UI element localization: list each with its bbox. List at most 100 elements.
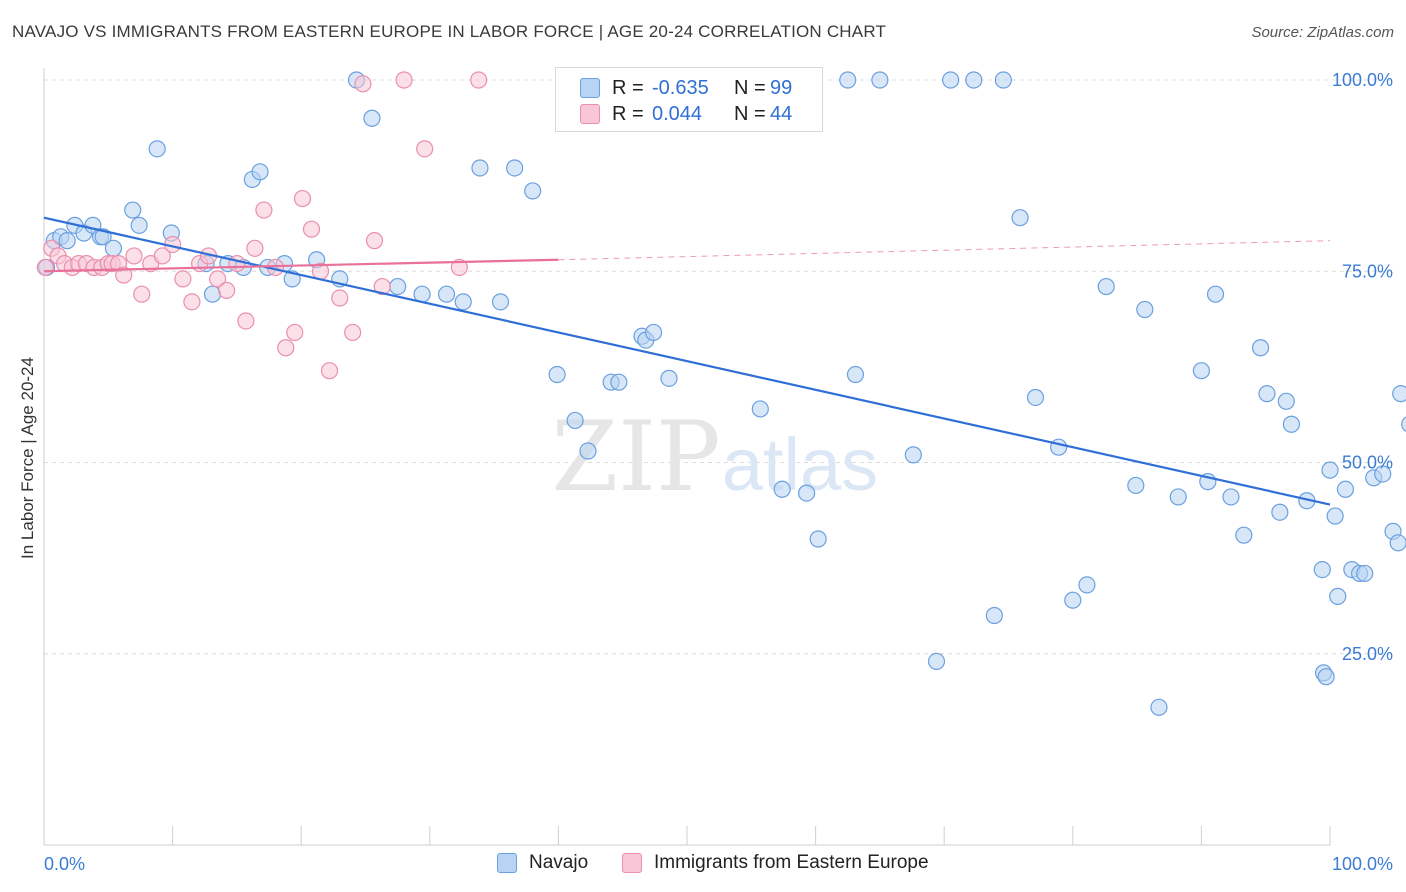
navajo-point [1136,300,1154,319]
immigrants-point [365,232,384,250]
x-tick-label: 0.0% [44,854,85,874]
immigrants-swatch [580,104,600,124]
immigrants-legend-label: Immigrants from Eastern Europe [654,852,929,873]
immigrants-point [36,258,54,277]
navajo-point [524,182,542,200]
gridlines [44,79,1392,655]
stats-legend: R = -0.635 N = 99 R = 0.044 N = 44 [555,67,823,132]
immigrants-point [115,266,133,284]
y-tick-label: 25.0% [1342,644,1393,664]
navajo-point [797,484,816,502]
navajo-point [1317,668,1335,686]
navajo-point [942,71,960,89]
navajo-point [1401,416,1406,432]
navajo-point [1321,461,1339,479]
navajo-point [1026,388,1045,407]
navajo-point [130,216,148,234]
navajo-point [610,373,628,391]
navajo-point [904,446,922,464]
n-label: N = [734,103,766,125]
immigrants-point [302,220,321,238]
navajo-point [1326,507,1344,525]
y-tick-label: 100.0% [1332,70,1393,90]
immigrants-point [277,339,295,357]
navajo-point [124,201,142,219]
navajo-point [994,71,1012,89]
navajo-legend-swatch [497,853,517,873]
immigrants-legend-swatch [622,853,642,873]
navajo-point [491,293,510,311]
navajo-point [1192,362,1211,380]
n-value: 44 [770,103,793,125]
navajo-point [1251,339,1270,357]
navajo-point [1374,465,1392,483]
navajo-point [1097,277,1115,296]
navajo-point [1356,564,1374,583]
navajo-point [251,163,269,181]
navajo-point [1169,488,1187,506]
navajo-point [1258,385,1276,403]
navajo-point [1313,560,1331,579]
navajo-point [104,239,123,257]
navajo-point [660,369,678,387]
navajo-point [203,285,222,303]
immigrants-point [218,281,236,299]
n-label: N = [734,77,766,99]
navajo-point [1064,591,1082,609]
immigrants-point [153,247,171,265]
immigrants-point [246,239,264,257]
immigrants-point [354,75,372,93]
immigrants-point [255,201,273,219]
immigrants-point [133,285,151,303]
y-tick-label: 50.0% [1342,453,1393,473]
r-label: R = [612,103,644,125]
navajo-point [1206,285,1225,303]
r-value: 0.044 [652,103,703,125]
immigrants-trend-extension [558,240,1331,261]
immigrants-point [450,258,468,277]
navajo-point [1277,392,1295,410]
navajo-point [1336,480,1355,498]
navajo-point [839,71,857,89]
navajo-point [809,530,827,548]
navajo-point [985,606,1003,625]
immigrants-point [470,71,488,89]
navajo-point [1127,476,1145,495]
immigrants-trend-line [43,258,559,273]
navajo-point [363,109,381,127]
immigrants-point [237,312,255,330]
navajo-point [1329,587,1347,605]
immigrants-point [228,255,246,273]
immigrants-points [36,71,488,380]
immigrants-point [320,362,339,380]
navajo-point [1222,488,1240,506]
navajo-point [1078,576,1096,594]
navajo-point [846,365,865,384]
navajo-point [454,293,472,311]
immigrants-point [416,140,434,158]
n-value: 99 [770,77,793,99]
navajo-point [437,285,456,303]
chart-title: NAVAJO VS IMMIGRANTS FROM EASTERN EUROPE… [12,22,887,41]
trend-lines [43,216,1331,506]
navajo-point [506,159,524,177]
r-value: -0.635 [652,77,709,99]
navajo-point [965,71,983,89]
axes [43,68,1331,846]
navajo-point [1282,415,1301,433]
navajo-point [1150,698,1168,716]
navajo-point [1235,526,1253,544]
navajo-point [1392,385,1406,403]
navajo-point [548,365,566,384]
navajo-point [927,652,946,671]
immigrants-point [125,247,143,265]
navajo-point [871,71,889,89]
navajo-point [58,232,76,250]
immigrants-point [209,270,227,288]
navajo-point [471,159,489,177]
x-tick-label: 100.0% [1332,854,1393,874]
navajo-point [1050,438,1068,456]
source-credit: Source: ZipAtlas.com [1251,24,1394,41]
y-tick-label: 75.0% [1342,261,1393,281]
